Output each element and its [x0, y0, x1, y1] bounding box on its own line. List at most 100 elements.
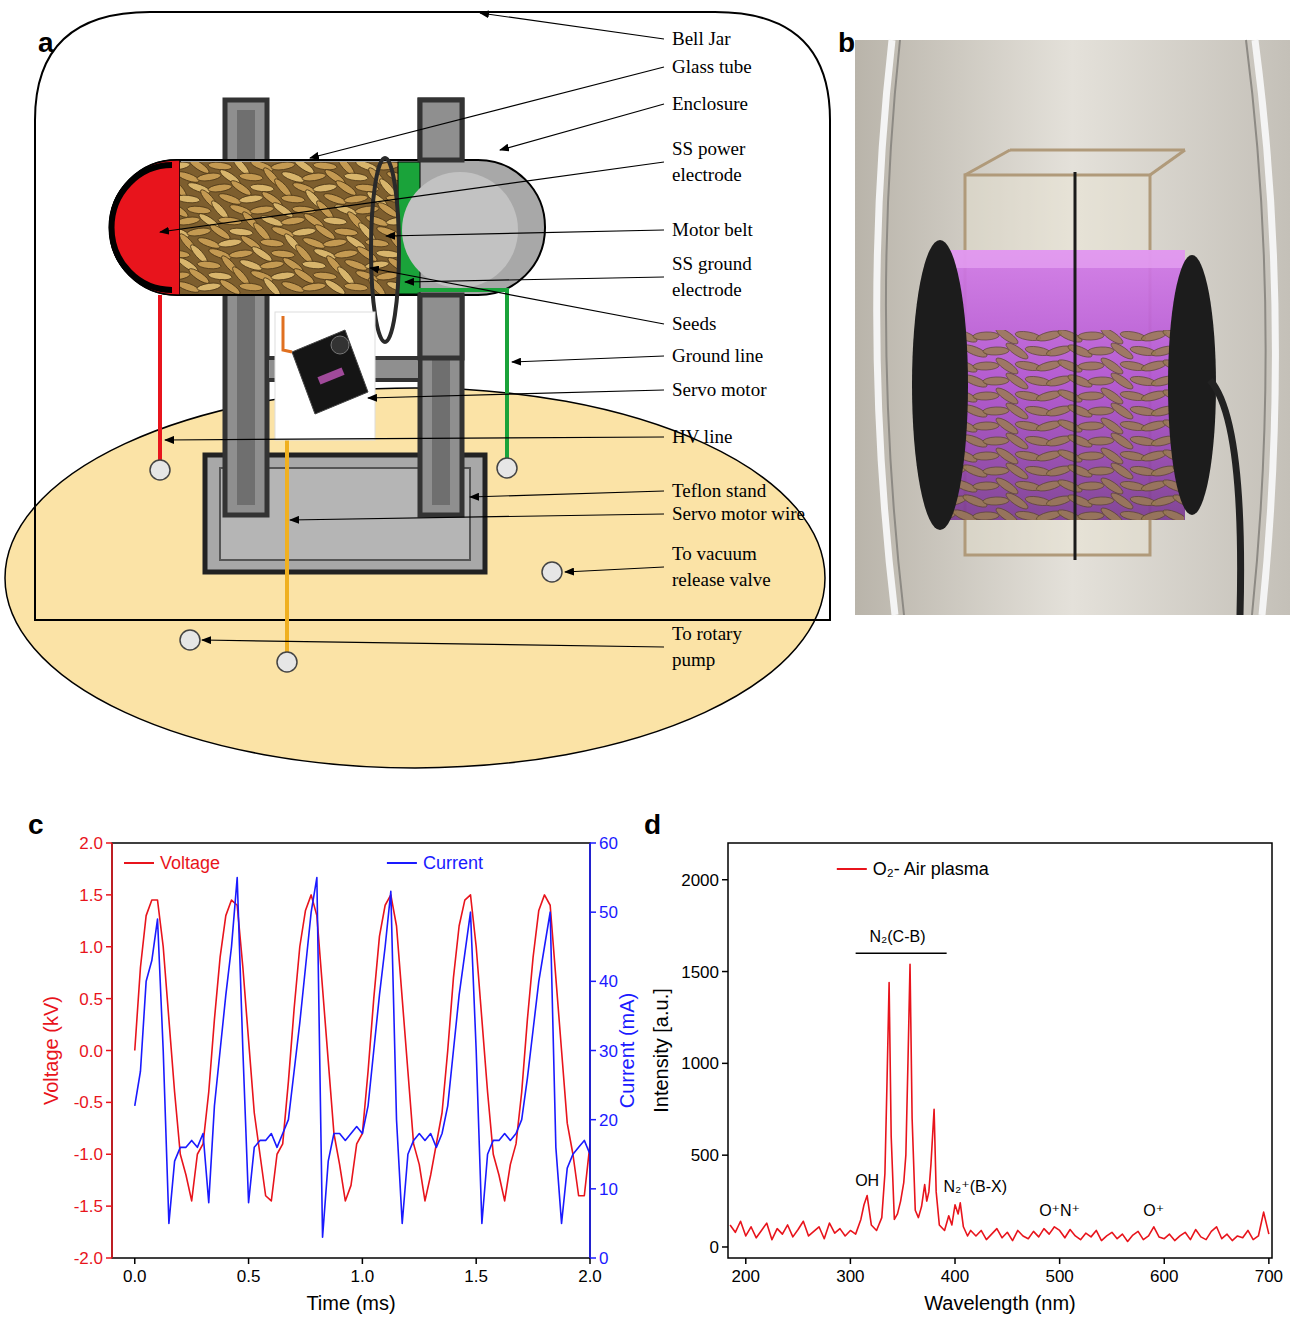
photo-seed — [983, 377, 1009, 386]
y-tick — [106, 1102, 112, 1104]
y2-tick — [590, 981, 596, 983]
series-line — [135, 895, 590, 1201]
servo-leads — [283, 316, 292, 352]
acrylic-stand — [965, 150, 1010, 175]
photo-seed — [1078, 392, 1104, 401]
leader-arrow — [405, 277, 664, 282]
y-tick-label: 1500 — [681, 963, 719, 982]
part-label: Bell Jar — [672, 28, 731, 49]
part-label: Servo motor — [672, 379, 767, 400]
enclosure-window — [402, 172, 518, 288]
photo-seed — [973, 332, 999, 341]
series-line — [135, 878, 590, 1238]
port — [542, 562, 562, 582]
y-tick — [106, 1205, 112, 1207]
ground-line — [410, 290, 507, 466]
y2-tick-label: 50 — [599, 903, 618, 922]
x-tick — [248, 1258, 250, 1264]
photo-seed — [1088, 497, 1114, 506]
photo-seed — [1078, 362, 1104, 371]
x-tick — [745, 1258, 747, 1264]
y2-tick-label: 10 — [599, 1180, 618, 1199]
photo-seed — [973, 422, 999, 431]
jar-glass — [1246, 40, 1266, 615]
seed — [313, 162, 338, 171]
enclosure — [110, 160, 545, 295]
y2-tick — [590, 911, 596, 913]
photo-seed — [973, 482, 999, 491]
y-tick — [722, 1154, 728, 1156]
seed — [180, 216, 200, 226]
seed — [271, 249, 296, 259]
seed — [322, 192, 347, 207]
servo-body — [292, 330, 368, 414]
leader-arrow — [512, 356, 664, 362]
part-label: Glass tube — [672, 56, 752, 77]
servo-label — [317, 367, 344, 384]
y-tick — [106, 1257, 112, 1259]
seed — [180, 249, 190, 259]
photo-seed — [983, 467, 1009, 476]
seed — [271, 271, 296, 281]
photo-seed — [973, 362, 999, 371]
seed — [292, 227, 317, 237]
y-tick — [106, 1050, 112, 1052]
seed — [323, 238, 348, 248]
series-line — [730, 964, 1269, 1241]
seed — [197, 260, 222, 270]
y-tick-label: -1.0 — [74, 1145, 103, 1164]
seed — [250, 183, 275, 193]
annotation: O⁺ — [1143, 1202, 1164, 1219]
acrylic-stand — [1150, 150, 1185, 175]
port — [150, 460, 170, 480]
seed — [180, 280, 201, 294]
leader-arrow — [160, 162, 664, 232]
seed — [376, 249, 398, 259]
seed — [334, 178, 358, 197]
photo-seed — [1078, 452, 1104, 461]
y-tick — [722, 1246, 728, 1248]
photo-seed — [1161, 507, 1184, 520]
seed — [197, 282, 222, 292]
plasma-glow — [945, 250, 1185, 520]
x-tick-label: 1.5 — [464, 1267, 488, 1286]
servo-inset — [275, 312, 375, 440]
seed — [281, 216, 306, 226]
part-label: electrode — [672, 164, 742, 185]
part-label: SS ground — [672, 253, 752, 274]
panel-letter: b — [838, 27, 855, 58]
y2-tick — [590, 1119, 596, 1121]
seed — [344, 172, 369, 182]
seed — [313, 271, 338, 281]
seed — [343, 258, 368, 273]
acrylic-stand — [1010, 149, 1185, 152]
seed — [218, 238, 243, 248]
servo-horn — [331, 336, 349, 354]
annotation: O⁺N⁺ — [1039, 1202, 1080, 1219]
y-tick-label: -2.0 — [74, 1249, 103, 1268]
y-tick-label: 0.5 — [79, 990, 103, 1009]
seed — [344, 282, 369, 292]
x-tick — [589, 1258, 591, 1264]
x-tick-label: 1.0 — [351, 1267, 375, 1286]
y-tick — [106, 1154, 112, 1156]
y2-tick-label: 60 — [599, 834, 618, 853]
leader-arrow — [480, 13, 664, 39]
seed — [250, 244, 274, 263]
bell-jar — [35, 12, 830, 620]
photo-seed — [983, 437, 1009, 446]
seed — [261, 276, 282, 294]
leader-arrow — [370, 268, 664, 324]
y-axis-title: Intensity [a.u.] — [650, 988, 672, 1113]
teflon-post-top — [420, 100, 462, 160]
x-tick — [850, 1258, 852, 1264]
photo-seed — [983, 497, 1009, 506]
seed — [238, 258, 263, 273]
seed — [197, 172, 222, 182]
seed — [271, 200, 295, 219]
x-tick-label: 200 — [732, 1267, 760, 1286]
end-cap — [1168, 255, 1216, 515]
seed — [323, 277, 347, 294]
photo-seed — [1088, 437, 1114, 446]
cable — [1210, 380, 1241, 615]
